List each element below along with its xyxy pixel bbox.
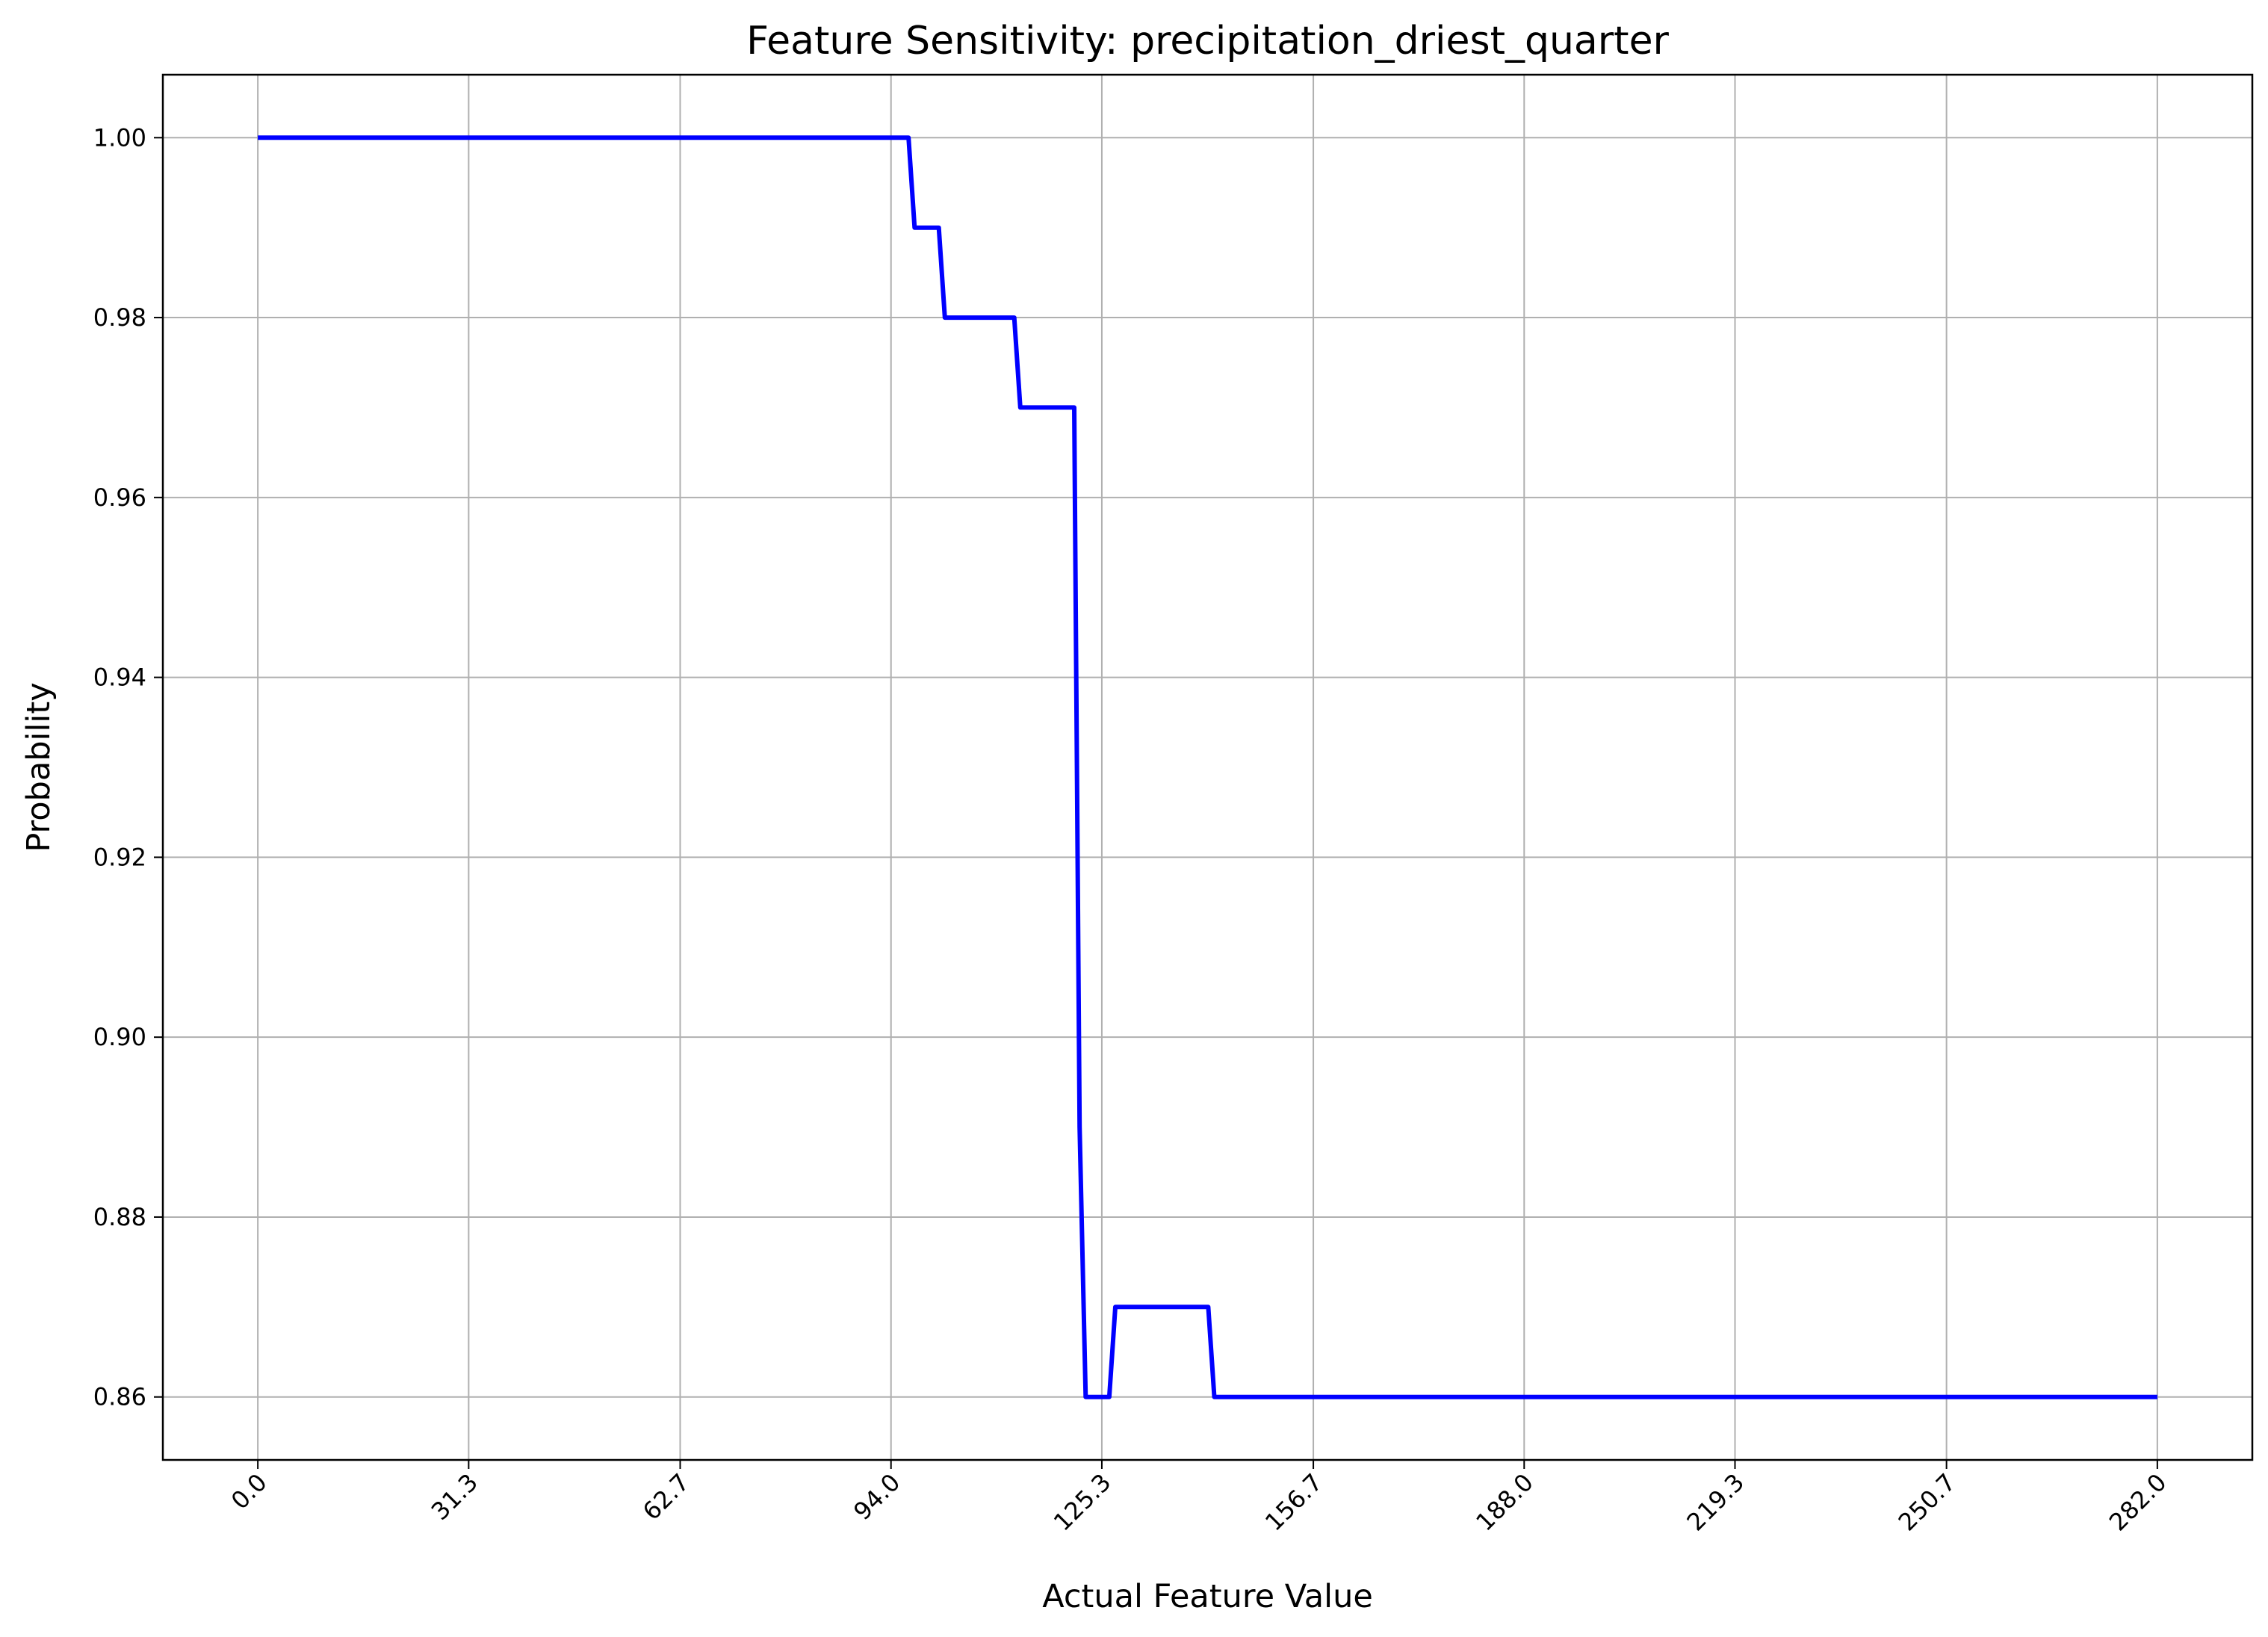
- grid: [163, 75, 2252, 1460]
- y-tick-label: 0.94: [93, 663, 146, 692]
- y-tick-label: 0.88: [93, 1203, 146, 1231]
- y-tick-label: 0.90: [93, 1023, 146, 1051]
- data-layer: [258, 135, 2157, 1399]
- series-line: [258, 135, 2157, 1399]
- x-axis-label: Actual Feature Value: [1042, 1578, 1373, 1615]
- y-tick-label: 0.86: [93, 1383, 146, 1411]
- y-axis-label: Probability: [20, 682, 58, 852]
- y-tick-label: 1.00: [93, 123, 146, 152]
- y-tick-label: 0.96: [93, 483, 146, 512]
- chart-title: Feature Sensitivity: precipitation_dries…: [746, 19, 1669, 64]
- plot-frame: [161, 73, 2254, 1461]
- y-tick-label: 0.92: [93, 843, 146, 871]
- y-tick-label: 0.98: [93, 303, 146, 332]
